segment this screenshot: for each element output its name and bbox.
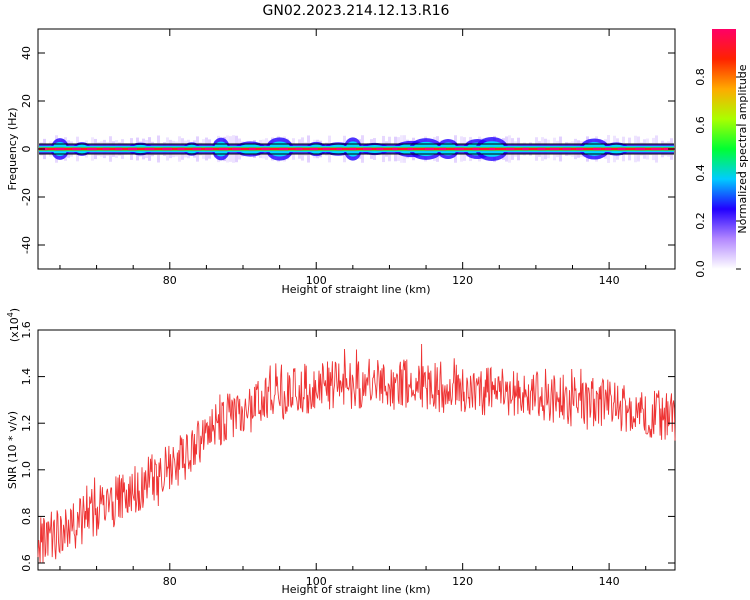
- band-peak: [127, 147, 138, 151]
- band-peak: [392, 147, 398, 151]
- band-peak: [279, 147, 288, 151]
- x-tick-label: 120: [452, 575, 473, 588]
- snr-panel: 80 100 120 140 0.6 0.8 1.0 1.2 1.4 1.6 SNR (10 * …: [6, 308, 676, 596]
- band-peak: [218, 147, 229, 151]
- colorbar-tick-label: 0.6: [694, 116, 707, 134]
- band-peak: [407, 147, 413, 151]
- x-tick-label: 80: [163, 575, 177, 588]
- band-peak: [295, 147, 303, 151]
- snr-axes: 80 100 120 140 0.6 0.8 1.0 1.2 1.4 1.6: [20, 321, 675, 588]
- spectrogram-panel: 80 100 120 140 -40 -20 0 20 40 Frequency (Hz) He…: [6, 28, 676, 296]
- band-peak: [177, 147, 185, 151]
- figure-title: GN02.2023.214.12.13.R16: [263, 3, 450, 19]
- band-peak: [605, 147, 612, 151]
- colorbar-tick-label: 0.4: [694, 164, 707, 182]
- snr-multiplier-exp: 4: [6, 312, 15, 317]
- band-peak: [309, 147, 318, 151]
- colorbar-tick-label: 0.8: [694, 68, 707, 86]
- band-peak: [651, 147, 661, 151]
- snr-data: [37, 343, 676, 563]
- colorbar-tick-label: 0.2: [694, 212, 707, 230]
- band-peak: [54, 147, 65, 151]
- snr-multiplier-close: ): [8, 308, 21, 312]
- colorbar: 0.0 0.2 0.4 0.6 0.8 Normalized spectral ampl…: [694, 29, 749, 278]
- band-peak: [144, 147, 155, 151]
- y-tick-label: 0.6: [20, 554, 33, 572]
- band-peak: [635, 147, 645, 151]
- y-tick-label: 1.4: [20, 368, 33, 386]
- band-peak: [232, 147, 241, 151]
- band-peak: [87, 147, 97, 151]
- band-peak: [489, 147, 495, 151]
- x-tick-label: 120: [452, 274, 473, 287]
- x-tick-label: 140: [599, 274, 620, 287]
- band-peak: [162, 147, 173, 151]
- band-peak: [322, 147, 330, 151]
- snr-multiplier: (x104): [6, 308, 21, 342]
- band-peak: [349, 147, 357, 151]
- colorbar-gradient: [712, 29, 736, 269]
- snr-x-label: Height of straight line (km): [281, 583, 430, 596]
- colorbar-ticks: 0.0 0.2 0.4 0.6 0.8: [694, 68, 741, 278]
- snr-frame: [37, 329, 676, 571]
- band-peak: [537, 147, 546, 151]
- band-peak: [115, 147, 123, 151]
- x-tick-label: 100: [306, 575, 327, 588]
- band-peak: [505, 147, 515, 151]
- band-peak: [617, 147, 626, 151]
- snr-y-label: SNR (10 * v/v): [6, 411, 19, 489]
- y-tick-label: 0.8: [20, 508, 33, 526]
- y-tick-label: 40: [20, 46, 33, 60]
- band-peak: [102, 147, 110, 151]
- band-peak: [336, 147, 343, 151]
- x-tick-label: 140: [599, 575, 620, 588]
- spectrogram-x-label: Height of straight line (km): [281, 283, 430, 296]
- snr-multiplier-base: (x10: [8, 317, 21, 342]
- x-tick-label: 80: [163, 274, 177, 287]
- band-peak: [376, 147, 384, 151]
- colorbar-tick-label: 0.0: [694, 260, 707, 278]
- spectrogram-data: [39, 135, 674, 163]
- band-peak: [593, 147, 601, 151]
- band-peak: [454, 147, 464, 151]
- band-peak: [192, 147, 202, 151]
- y-tick-label: 1.0: [20, 461, 33, 479]
- band-peak: [261, 147, 270, 151]
- band-peak: [439, 147, 447, 151]
- spectrogram-axes: 80 100 120 140 -40 -20 0 20 40: [20, 29, 675, 287]
- y-tick-label: 1.2: [20, 414, 33, 432]
- band-peak: [472, 147, 480, 151]
- band-peak: [576, 147, 584, 151]
- snr-line: [37, 343, 676, 563]
- spectrogram-y-label: Frequency (Hz): [6, 108, 19, 191]
- band-peak: [248, 147, 256, 151]
- band-peak: [549, 147, 560, 151]
- band-peak: [72, 147, 81, 151]
- band-peak: [424, 147, 434, 151]
- x-tick-label: 100: [306, 274, 327, 287]
- y-tick-label: 20: [20, 94, 33, 108]
- band-peak: [362, 147, 372, 151]
- y-tick-label: 0: [20, 146, 33, 153]
- y-tick-label: -20: [20, 188, 33, 206]
- colorbar-label: Normalized spectral amplitude: [736, 64, 749, 233]
- band-peak: [663, 147, 670, 151]
- y-tick-label: 1.6: [20, 321, 33, 339]
- band-core: [39, 147, 674, 151]
- band-peak: [522, 147, 529, 151]
- y-tick-label: -40: [20, 236, 33, 254]
- band-peak: [205, 147, 214, 151]
- band-peak: [562, 147, 571, 151]
